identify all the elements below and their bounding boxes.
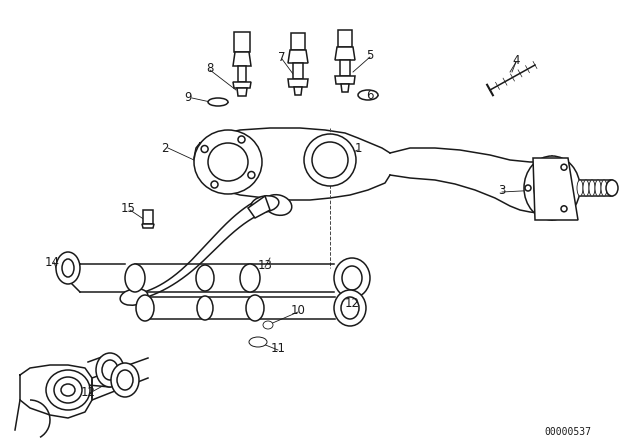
Polygon shape [341, 84, 349, 92]
Polygon shape [291, 33, 305, 50]
Text: 1: 1 [355, 142, 362, 155]
Circle shape [238, 136, 245, 143]
Ellipse shape [358, 90, 378, 100]
Polygon shape [288, 50, 308, 63]
Polygon shape [335, 47, 355, 60]
Ellipse shape [46, 370, 90, 410]
Polygon shape [234, 32, 250, 52]
Text: 8: 8 [206, 61, 214, 74]
Polygon shape [293, 63, 303, 79]
Ellipse shape [194, 130, 262, 194]
Polygon shape [338, 30, 352, 47]
Text: 15: 15 [120, 202, 136, 215]
Ellipse shape [601, 180, 607, 196]
Ellipse shape [334, 258, 370, 298]
Text: 12: 12 [81, 385, 95, 399]
Ellipse shape [125, 264, 145, 292]
Ellipse shape [304, 134, 356, 186]
Polygon shape [294, 87, 302, 95]
Text: 5: 5 [366, 48, 374, 61]
Text: 00000537: 00000537 [545, 427, 591, 437]
Ellipse shape [136, 295, 154, 321]
Text: 3: 3 [499, 184, 506, 197]
Ellipse shape [595, 180, 601, 196]
Polygon shape [533, 158, 578, 220]
Polygon shape [248, 196, 270, 218]
Text: 2: 2 [161, 142, 169, 155]
Ellipse shape [56, 252, 80, 284]
Ellipse shape [606, 180, 618, 196]
Ellipse shape [251, 196, 279, 212]
Ellipse shape [583, 180, 589, 196]
Polygon shape [142, 224, 154, 228]
Polygon shape [335, 76, 355, 84]
Ellipse shape [342, 266, 362, 290]
Ellipse shape [61, 384, 75, 396]
Ellipse shape [102, 360, 118, 380]
Text: 11: 11 [271, 341, 285, 354]
Text: 12: 12 [344, 297, 360, 310]
Polygon shape [238, 66, 246, 82]
Ellipse shape [240, 264, 260, 292]
Polygon shape [237, 88, 247, 96]
Text: 6: 6 [366, 89, 374, 102]
Circle shape [525, 185, 531, 191]
Ellipse shape [264, 195, 292, 215]
Ellipse shape [117, 370, 133, 390]
Circle shape [561, 164, 567, 170]
Ellipse shape [312, 142, 348, 178]
Ellipse shape [246, 295, 264, 321]
Ellipse shape [111, 363, 139, 397]
Ellipse shape [196, 265, 214, 291]
Polygon shape [233, 52, 251, 66]
Polygon shape [233, 82, 251, 88]
Ellipse shape [208, 98, 228, 106]
Text: 13: 13 [257, 258, 273, 271]
Ellipse shape [62, 259, 74, 277]
Polygon shape [288, 79, 308, 87]
Ellipse shape [577, 180, 583, 196]
Ellipse shape [607, 180, 613, 196]
Ellipse shape [542, 176, 562, 200]
Ellipse shape [120, 289, 148, 305]
Ellipse shape [263, 321, 273, 329]
Ellipse shape [54, 377, 82, 403]
Circle shape [561, 206, 567, 212]
Polygon shape [143, 210, 153, 224]
Text: 7: 7 [278, 51, 285, 64]
Text: 10: 10 [291, 303, 305, 316]
Ellipse shape [334, 290, 366, 326]
Ellipse shape [524, 156, 580, 220]
Circle shape [211, 181, 218, 188]
Polygon shape [340, 60, 350, 76]
Text: 4: 4 [512, 53, 520, 66]
Ellipse shape [341, 297, 359, 319]
Text: 14: 14 [45, 255, 60, 268]
Text: 9: 9 [184, 90, 192, 103]
Circle shape [248, 172, 255, 178]
Ellipse shape [197, 296, 213, 320]
Ellipse shape [534, 166, 570, 210]
Ellipse shape [208, 143, 248, 181]
Ellipse shape [96, 353, 124, 387]
Ellipse shape [249, 337, 267, 347]
Ellipse shape [589, 180, 595, 196]
Circle shape [201, 146, 208, 152]
